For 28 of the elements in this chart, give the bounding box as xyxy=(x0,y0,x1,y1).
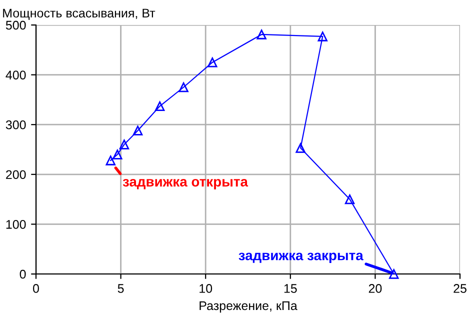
y-tick-label: 400 xyxy=(6,70,26,80)
point xyxy=(119,140,130,150)
x-tick-label: 5 xyxy=(118,284,124,293)
x-tick-label: 15 xyxy=(284,284,297,293)
point xyxy=(154,101,165,112)
point xyxy=(388,269,399,279)
y-tick-label: 0 xyxy=(20,270,26,279)
point xyxy=(208,57,218,68)
point xyxy=(296,143,306,153)
y-tick-label: 100 xyxy=(6,220,26,229)
point xyxy=(344,194,355,204)
annotation: задвижка открыта xyxy=(122,178,248,190)
x-tick-label: 20 xyxy=(368,284,382,293)
point xyxy=(106,156,116,166)
point xyxy=(318,32,328,42)
y-tick-label: 300 xyxy=(6,120,26,130)
x-tick-label: 0 xyxy=(33,284,39,293)
x-tick-label: 10 xyxy=(200,284,212,293)
point xyxy=(178,82,188,92)
point xyxy=(132,126,143,136)
annotation: задвижка закрыта xyxy=(238,252,364,264)
x-axis-title: Разрежение, кПа xyxy=(200,301,298,313)
point xyxy=(112,150,122,160)
x-tick-label: 25 xyxy=(454,284,466,293)
y-tick-label: 500 xyxy=(6,20,26,30)
point xyxy=(256,30,266,40)
y-axis-title: Мощность всасывания, Вт xyxy=(3,8,156,20)
y-tick-label: 200 xyxy=(6,170,26,180)
